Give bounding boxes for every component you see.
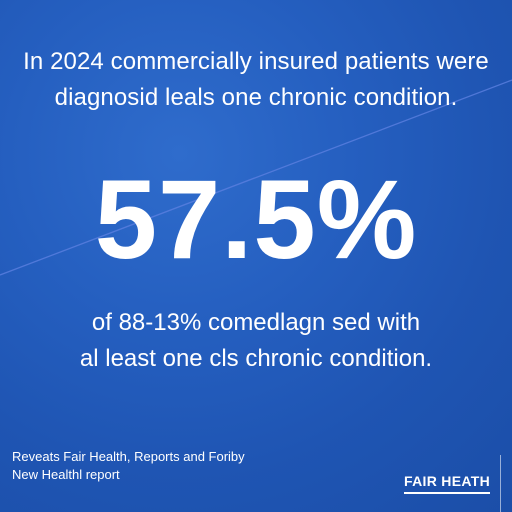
stat-value: 57.5% [94, 157, 418, 282]
headline: In 2024 commercially insured patients we… [0, 44, 512, 116]
source-note: Reveats Fair Health, Reports and Foriby … [12, 448, 245, 484]
stat-description: of 88-13% comedlagn sed with al least on… [0, 305, 512, 377]
stat-description-line-1: of 88-13% comedlagn sed with [91, 309, 421, 336]
source-line-2: New Healthl report [12, 467, 120, 482]
headline-line-2: diagnosid leals one chronic condition. [54, 84, 458, 111]
stat-description-line-2: al least one cls chronic condition. [79, 345, 433, 372]
headline-line-1: In 2024 commercially insured patients we… [23, 48, 489, 75]
brand-logo: FAIR HEATH [404, 473, 490, 494]
source-line-1: Reveats Fair Health, Reports and Foriby [12, 449, 245, 464]
logo-divider [500, 455, 501, 512]
